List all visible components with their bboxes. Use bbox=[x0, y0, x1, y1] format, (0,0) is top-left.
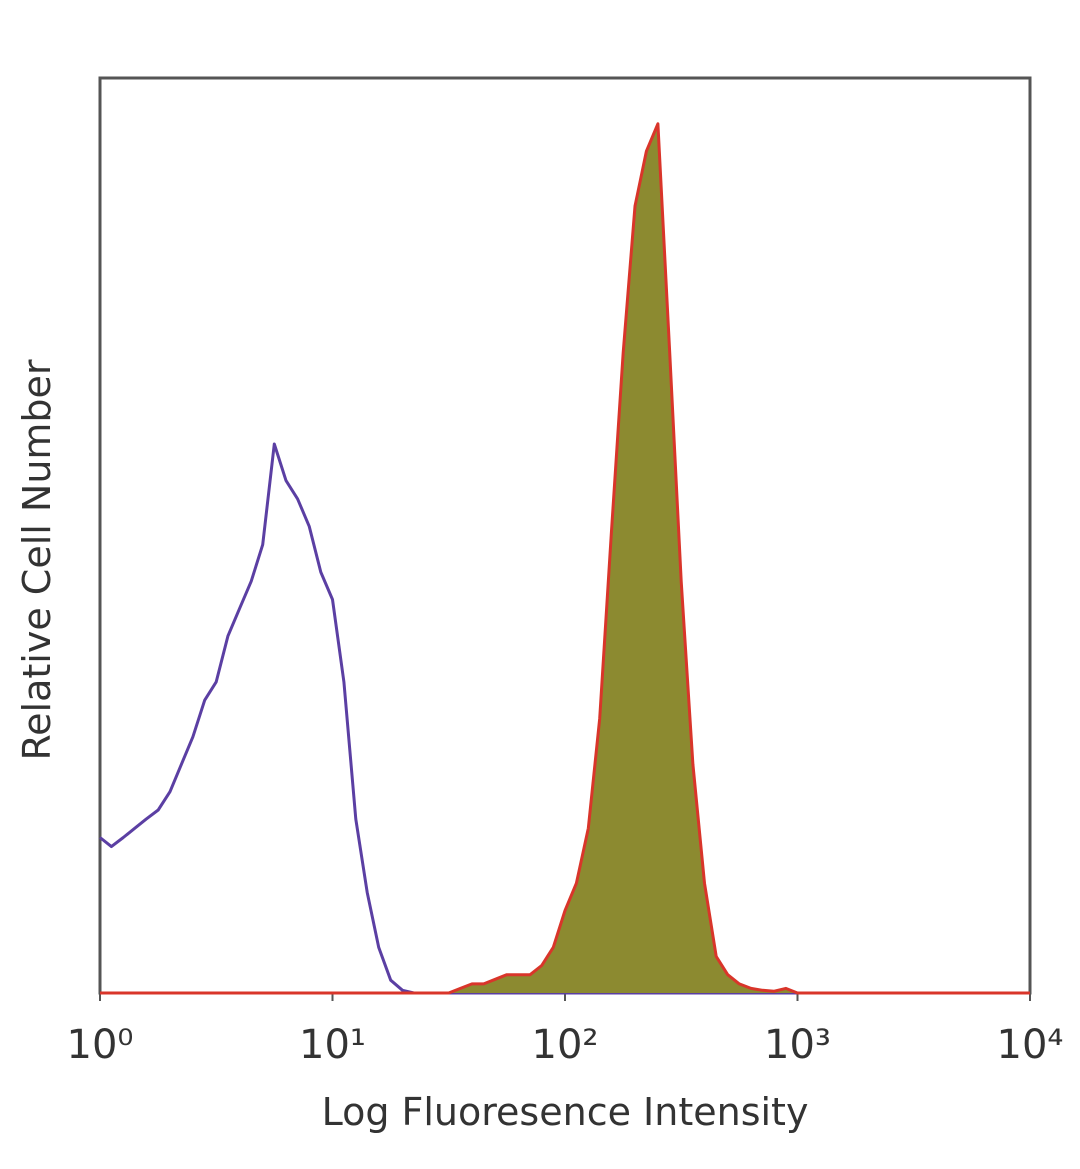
area bbox=[100, 123, 1030, 994]
y-axis-label: Relative Cell Number bbox=[15, 359, 59, 760]
x-tick-label: 10³ bbox=[764, 1022, 831, 1068]
x-tick-label: 10² bbox=[532, 1022, 599, 1068]
x-tick-label: 10¹ bbox=[299, 1022, 366, 1068]
plot-frame bbox=[98, 76, 1032, 995]
x-tick-label: 10⁰ bbox=[67, 1022, 134, 1068]
x-tick-label: 10⁴ bbox=[997, 1022, 1064, 1068]
histogram-line bbox=[100, 122, 1030, 995]
x-axis-label: Log Fluoresence Intensity bbox=[322, 1090, 809, 1134]
